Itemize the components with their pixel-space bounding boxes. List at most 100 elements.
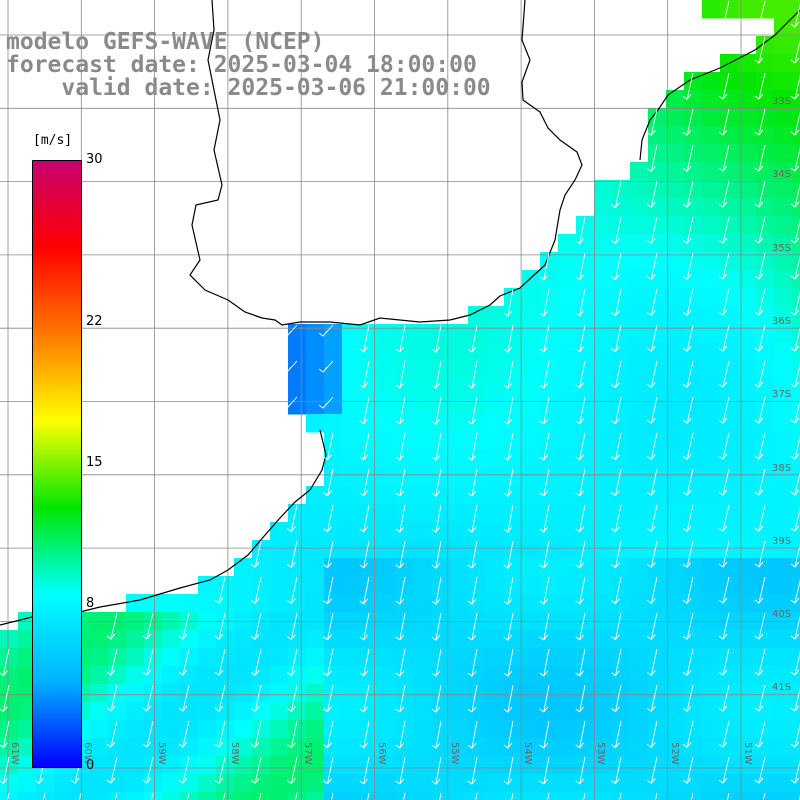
wind-cell <box>630 522 649 541</box>
wind-arrow <box>142 684 154 712</box>
wind-arrow <box>754 468 766 496</box>
wind-cell <box>630 378 649 397</box>
wind-cell <box>756 630 775 649</box>
wind-cell <box>792 504 800 523</box>
wind-cell <box>342 684 361 703</box>
wind-cell <box>720 198 739 217</box>
longitude-label: 57W <box>302 742 314 765</box>
wind-cell <box>702 702 721 721</box>
wind-cell <box>360 468 379 487</box>
wind-cell <box>738 396 757 415</box>
wind-cell <box>702 720 721 739</box>
wind-arrow <box>647 360 658 389</box>
wind-cell <box>684 378 703 397</box>
wind-cell <box>522 738 541 757</box>
wind-cell <box>342 396 361 415</box>
wind-arrow <box>619 792 622 800</box>
wind-cell <box>414 522 433 541</box>
wind-cell <box>774 0 793 19</box>
wind-cell <box>270 792 289 800</box>
wind-cell <box>720 594 739 613</box>
wind-cell <box>144 666 163 685</box>
wind-cell <box>756 198 775 217</box>
wind-cell <box>540 756 559 775</box>
wind-arrow <box>611 360 622 389</box>
wind-cell <box>378 486 397 505</box>
wind-cell <box>360 504 379 523</box>
wind-arrow <box>467 684 478 713</box>
wind-arrow <box>250 648 262 676</box>
wind-cell <box>792 234 800 253</box>
wind-arrow <box>539 360 550 389</box>
wind-cell <box>342 450 361 469</box>
wind-cell <box>450 522 469 541</box>
wind-cell <box>648 540 667 559</box>
latitude-label: 34S <box>772 169 792 181</box>
wind-cell <box>702 270 721 289</box>
wind-cell <box>666 324 685 343</box>
wind-arrow <box>323 540 334 569</box>
wind-arrow <box>539 252 550 281</box>
wind-cell <box>612 360 631 379</box>
wind-cell <box>756 0 775 19</box>
wind-cell <box>738 378 757 397</box>
wind-cell <box>666 306 685 325</box>
wind-cell <box>126 630 145 649</box>
wind-cell <box>306 378 325 397</box>
wind-cell <box>450 468 469 487</box>
wind-arrow <box>359 648 370 677</box>
wind-arrow <box>287 540 298 569</box>
wind-cell <box>180 738 199 757</box>
wind-arrow <box>323 684 334 713</box>
wind-cell <box>558 774 577 793</box>
wind-cell <box>414 414 433 433</box>
wind-arrow <box>647 540 658 569</box>
wind-cell <box>522 522 541 541</box>
wind-cell <box>378 414 397 433</box>
wind-arrow <box>0 648 10 677</box>
wind-cell <box>666 594 685 613</box>
longitude-label: 55W <box>448 742 460 765</box>
wind-cell <box>630 468 649 487</box>
wind-cell <box>324 684 343 703</box>
wind-cell <box>684 162 703 181</box>
wind-cell <box>648 180 667 199</box>
wind-arrow <box>718 756 730 784</box>
wind-cell <box>216 666 235 685</box>
wind-cell <box>432 792 451 800</box>
wind-cell <box>720 270 739 289</box>
wind-cell <box>504 324 523 343</box>
wind-cell <box>612 468 631 487</box>
wind-cell <box>738 630 757 649</box>
wind-cell <box>666 666 685 685</box>
wind-cell <box>666 702 685 721</box>
wind-cell <box>378 504 397 523</box>
wind-cell <box>594 360 613 379</box>
wind-cell <box>594 792 613 800</box>
wind-cell <box>648 468 667 487</box>
wind-cell <box>414 648 433 667</box>
wind-cell <box>234 756 253 775</box>
wind-cell <box>558 522 577 541</box>
wind-cell <box>612 540 631 559</box>
wind-cell <box>558 270 577 289</box>
wind-cell <box>648 216 667 235</box>
wind-cell <box>486 486 505 505</box>
wind-cell <box>594 666 613 685</box>
wind-cell <box>252 540 271 559</box>
wind-cell <box>324 576 343 595</box>
wind-cell <box>234 648 253 667</box>
wind-cell <box>594 540 613 559</box>
wind-cell <box>738 432 757 451</box>
wind-cell <box>234 738 253 757</box>
title-valid-date: valid date: 2025-03-06 21:00:00 <box>6 75 491 101</box>
wind-cell <box>468 432 487 451</box>
wind-cell <box>594 324 613 343</box>
wind-cell <box>378 378 397 397</box>
wind-arrow <box>142 648 154 676</box>
wind-cell <box>684 630 703 649</box>
wind-cell <box>720 180 739 199</box>
wind-cell <box>396 468 415 487</box>
wind-cell <box>306 702 325 721</box>
